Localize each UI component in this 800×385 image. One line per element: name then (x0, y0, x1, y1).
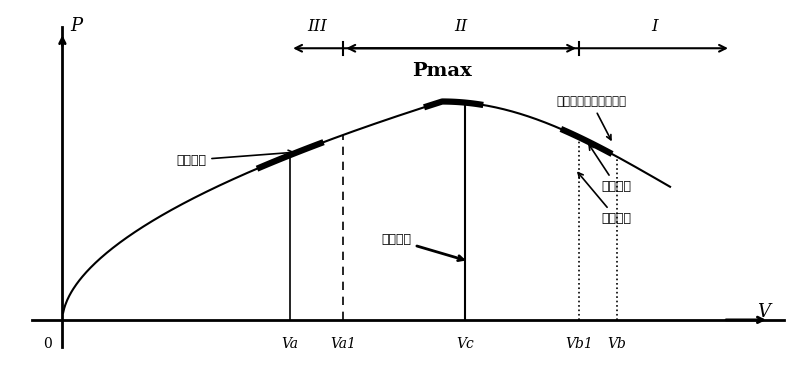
Text: 电压脉动: 电压脉动 (578, 172, 632, 225)
Text: Vc: Vc (456, 337, 474, 351)
Text: Pmax: Pmax (412, 62, 472, 80)
Text: Vb: Vb (607, 337, 626, 351)
Text: 最大脉动功率对应电压: 最大脉动功率对应电压 (556, 95, 626, 140)
Text: 搜索方向: 搜索方向 (176, 150, 294, 167)
Text: Va: Va (282, 337, 298, 351)
Text: II: II (454, 18, 468, 35)
Text: I: I (651, 18, 658, 35)
Text: V: V (758, 303, 770, 321)
Text: 搜索方向: 搜索方向 (589, 145, 632, 193)
Text: Va1: Va1 (330, 337, 356, 351)
Text: 0: 0 (43, 337, 51, 351)
Text: Vb1: Vb1 (565, 337, 593, 351)
Text: III: III (307, 18, 326, 35)
Text: 指令电压: 指令电压 (382, 233, 463, 261)
Text: P: P (70, 17, 82, 35)
